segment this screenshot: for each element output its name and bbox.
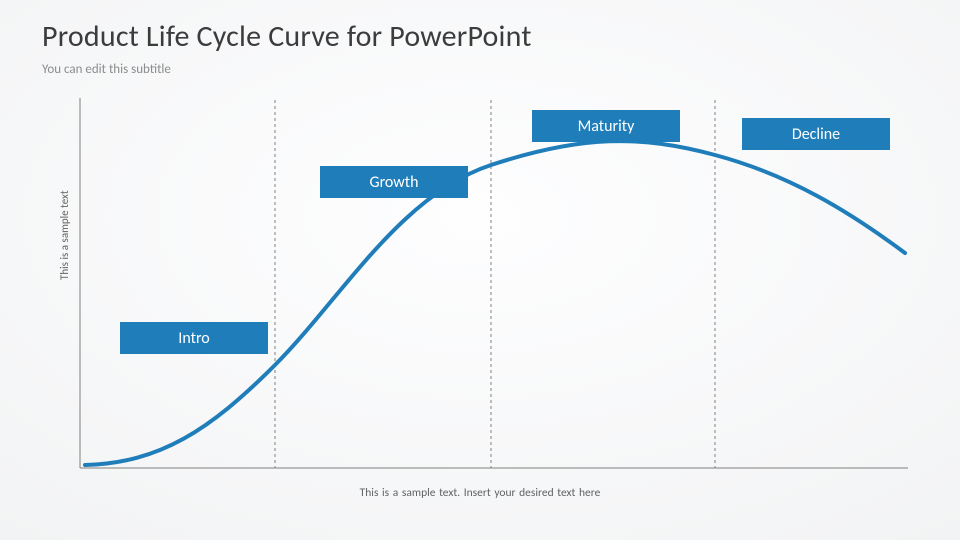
phase-label-decline[interactable]: Decline — [742, 118, 890, 150]
phase-label-growth[interactable]: Growth — [320, 166, 468, 198]
slide: Product Life Cycle Curve for PowerPoint … — [0, 0, 960, 540]
y-axis-label[interactable]: This is a sample text — [58, 191, 71, 281]
phase-label-maturity[interactable]: Maturity — [532, 110, 680, 142]
lifecycle-chart — [0, 0, 960, 540]
phase-dividers — [275, 100, 715, 468]
lifecycle-curve — [85, 141, 905, 465]
x-axis-label[interactable]: This is a sample text. Insert your desir… — [0, 486, 960, 500]
phase-label-intro[interactable]: Intro — [120, 322, 268, 354]
